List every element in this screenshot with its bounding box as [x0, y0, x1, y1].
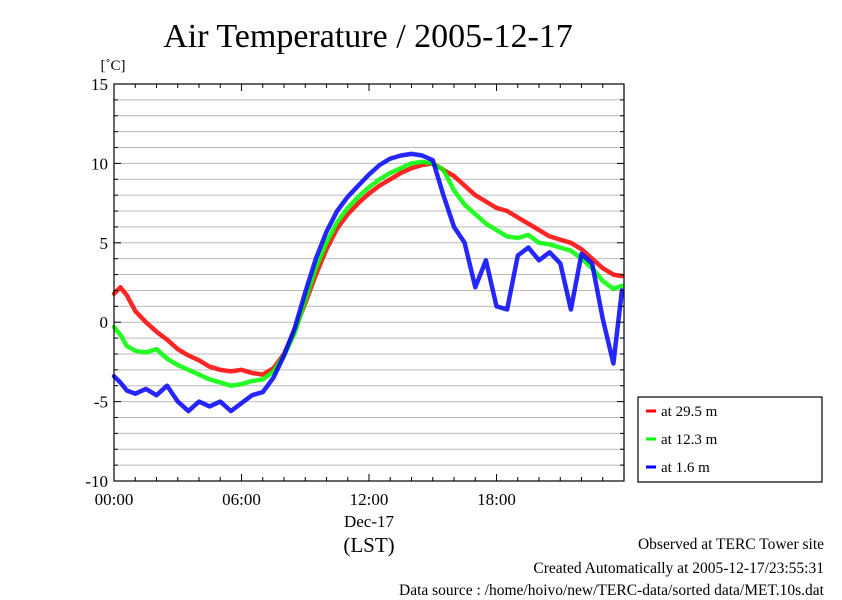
x-tick-label: 06:00 [222, 490, 261, 509]
y-tick-label: -10 [85, 472, 108, 491]
x-ticks: 00:00 06:00 12:00 18:00 [95, 84, 625, 509]
footer-created: Created Automatically at 2005-12-17/23:5… [533, 560, 824, 577]
footer-observed: Observed at TERC Tower site [637, 536, 824, 553]
legend-label: at 1.6 m [661, 460, 710, 476]
date-label: Dec-17 [344, 512, 395, 531]
x-tick-label: 18:00 [477, 490, 516, 509]
x-tick-label: 12:00 [350, 490, 389, 509]
y-tick-label: 0 [100, 313, 109, 332]
legend: at 29.5 m at 12.3 m at 1.6 m [637, 396, 823, 483]
y-axis-label: [˚C] [101, 58, 126, 74]
x-tick-label: 00:00 [95, 490, 134, 509]
series-line [111, 159, 625, 388]
legend-label: at 12.3 m [661, 432, 718, 448]
y-tick-label: 10 [91, 154, 108, 173]
y-tick-label: 5 [100, 234, 109, 253]
series-line [111, 161, 625, 377]
y-tick-label: 15 [91, 75, 108, 94]
series-layer [111, 151, 625, 414]
y-tick-label: -5 [94, 393, 108, 412]
legend-label: at 29.5 m [661, 404, 718, 420]
x-axis-label: (LST) [343, 533, 394, 557]
legend-box [637, 396, 823, 483]
chart-title: Air Temperature / 2005-12-17 [163, 18, 573, 55]
y-ticks: 15 10 5 0 -5 -10 [85, 75, 624, 491]
footer-source: Data source : /home/hoivo/new/TERC-data/… [399, 582, 824, 599]
series-line [111, 151, 625, 414]
plot-frame [113, 83, 625, 482]
